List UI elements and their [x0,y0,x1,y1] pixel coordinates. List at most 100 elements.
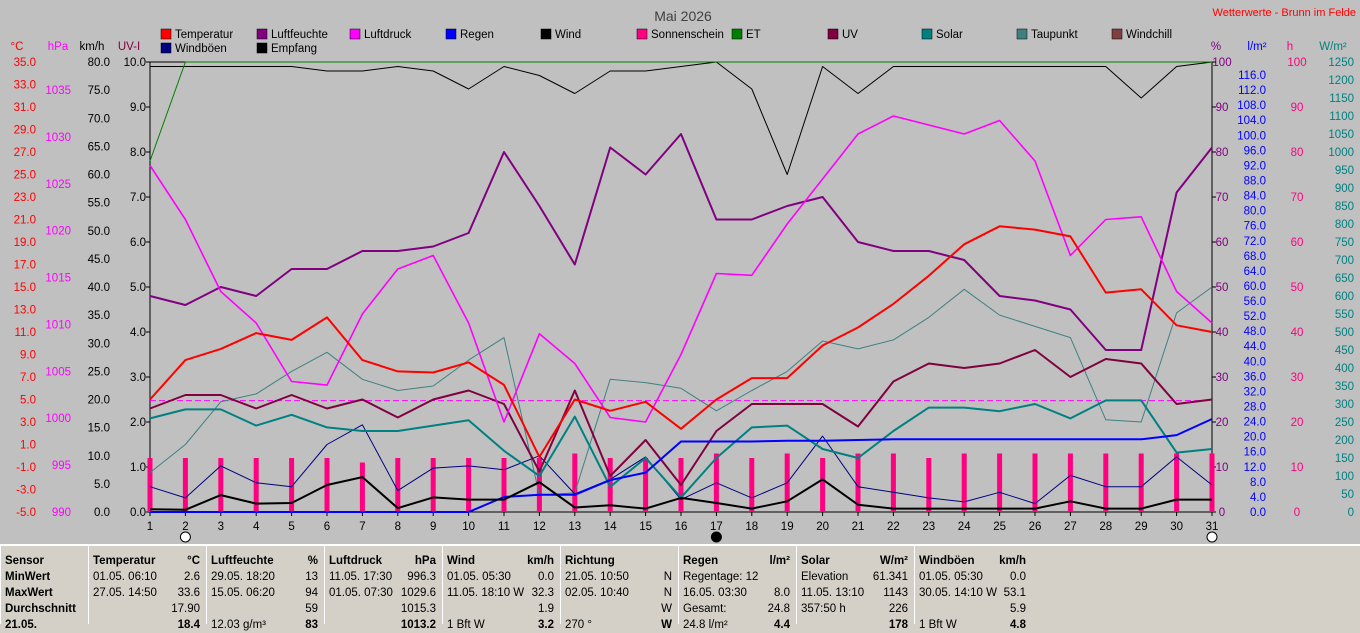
stats-cell-time: 01.05. 06:10 [93,571,157,583]
chart-marks [147,61,1215,513]
sunshine-bar [890,453,896,512]
sunshine-bar [253,458,259,512]
wind-tick: 55.0 [88,198,110,210]
rain-tick: 4.0 [1250,492,1266,504]
wind-tick: 10.0 [88,451,110,463]
sunshine-bar [218,458,224,512]
stats-cell-time: 27.05. 14:50 [93,587,157,599]
legend: Temperatur Luftfeuchte Luftdruck Regen Wind S… [160,28,1172,55]
stats-cell-value: 33.6 [177,587,200,599]
temp-tick: 3.0 [20,417,36,429]
stats-header: Wind [447,555,475,567]
stats-cell-time: 11.05. 17:30 [329,571,393,583]
stats-cell-value: 4.4 [774,619,790,631]
series-line-empfang [150,61,1213,175]
stats-unit: W/m² [879,555,908,567]
pressure-tick: 1000 [45,413,71,425]
sunshine-tick: 100 [1287,57,1306,69]
stats-cell-value: N [663,587,672,599]
temp-tick: 27.0 [14,147,36,159]
legend-swatch [540,28,552,40]
rain-tick: 80.0 [1244,206,1266,218]
temp-tick: 11.0 [14,327,36,339]
stats-cell-value: 83 [305,619,318,631]
sunshine-bar [855,453,861,512]
solar-tick: 0 [1348,507,1354,519]
stats-cell-time: 30.05. 14:10 W [919,587,997,599]
stats-unit: km/h [999,555,1026,567]
moon-phase-new [710,531,722,543]
x-tick-label: 17 [710,521,723,533]
temp-tick: 23.0 [14,192,36,204]
sunshine-bar [501,458,507,512]
rain-tick: 48.0 [1244,326,1266,338]
stats-cell-value: 1143 [883,587,908,599]
legend-swatch [160,28,172,40]
pressure-tick: 1030 [45,132,71,144]
humidity-tick: 80 [1216,147,1229,159]
x-tick-label: 25 [993,521,1006,533]
wind-tick: 25.0 [88,366,110,378]
wind-tick: 60.0 [88,170,110,182]
solar-tick: 500 [1335,327,1354,339]
rain-tick: 56.0 [1244,296,1266,308]
x-tick-label: 11 [498,521,510,533]
stats-header: Regen [683,555,719,567]
rain-tick: 12.0 [1244,462,1266,474]
series-line-luftdruck [149,115,1213,423]
uv-tick: 3.0 [130,372,146,384]
legend-swatch [160,42,172,54]
rain-tick: 76.0 [1244,221,1266,233]
x-tick-label: 6 [324,521,330,533]
stats-cell-time: 01.05. 07:30 [329,587,393,599]
sunshine-tick: 50 [1291,282,1304,294]
stats-cell-value: 59 [305,603,318,615]
pressure-tick: 995 [52,460,71,472]
sunshine-bar [395,458,401,512]
series-line-temperatur [149,225,1213,458]
temp-tick: 1.0 [20,440,36,452]
solar-tick: 1050 [1328,129,1354,141]
wind-tick: 0.0 [94,507,110,519]
stats-header: Sensor [5,555,44,567]
stats-header: Temperatur [93,555,156,567]
x-tick-label: 5 [288,521,294,533]
x-tick-label: 30 [1170,521,1183,533]
stats-cell-value: 5.9 [1010,603,1026,615]
rain-tick: 104.0 [1237,115,1266,127]
stats-cell-time: 24.8 l/m² [683,619,728,631]
legend-label: Taupunkt [1031,29,1078,41]
pressure-tick: 1010 [45,319,71,331]
sunshine-tick: 40 [1291,327,1304,339]
rain-tick: 0.0 [1250,507,1266,519]
temp-tick: 35.0 [14,57,36,69]
x-tick-label: 14 [604,521,617,533]
pressure-tick: 1005 [45,366,71,378]
stats-header: Luftfeuchte [211,555,274,567]
temp-tick: 13.0 [14,305,36,317]
solar-tick: 1150 [1329,93,1354,105]
x-tick-label: 7 [359,521,365,533]
sunshine-bar [1032,453,1038,512]
temp-tick: 21.0 [14,215,36,227]
stats-cell-value: 1015.3 [400,603,436,615]
solar-tick: 450 [1335,345,1354,357]
rain-tick: 92.0 [1244,160,1266,172]
x-tick-label: 13 [568,521,581,533]
solar-tick: 150 [1335,453,1354,465]
rain-tick: 40.0 [1244,356,1266,368]
series-line-wind [149,476,1212,511]
stats-header: Solar [801,555,830,567]
pressure-tick: 1015 [45,273,71,285]
rain-tick: 100.0 [1237,130,1266,142]
solar-tick: 650 [1335,273,1354,285]
x-tick-label: 19 [781,521,794,533]
solar-tick: 600 [1335,291,1354,303]
legend-swatch [256,42,268,54]
solar-tick: 700 [1335,255,1354,267]
rain-tick: 84.0 [1244,191,1266,203]
x-tick-label: 2 [182,521,188,533]
sunshine-tick: 20 [1291,417,1304,429]
pressure-tick: 1025 [45,179,71,191]
